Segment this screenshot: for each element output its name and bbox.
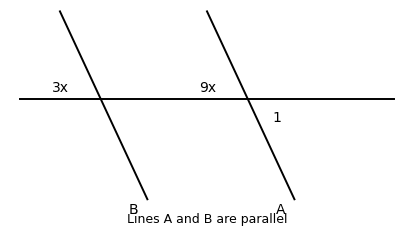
Text: 9x: 9x (199, 81, 216, 95)
Text: 1: 1 (272, 111, 281, 125)
Text: B: B (128, 203, 138, 217)
Text: A: A (275, 203, 285, 217)
Text: Lines A and B are parallel: Lines A and B are parallel (126, 213, 287, 226)
Text: 3x: 3x (52, 81, 69, 95)
